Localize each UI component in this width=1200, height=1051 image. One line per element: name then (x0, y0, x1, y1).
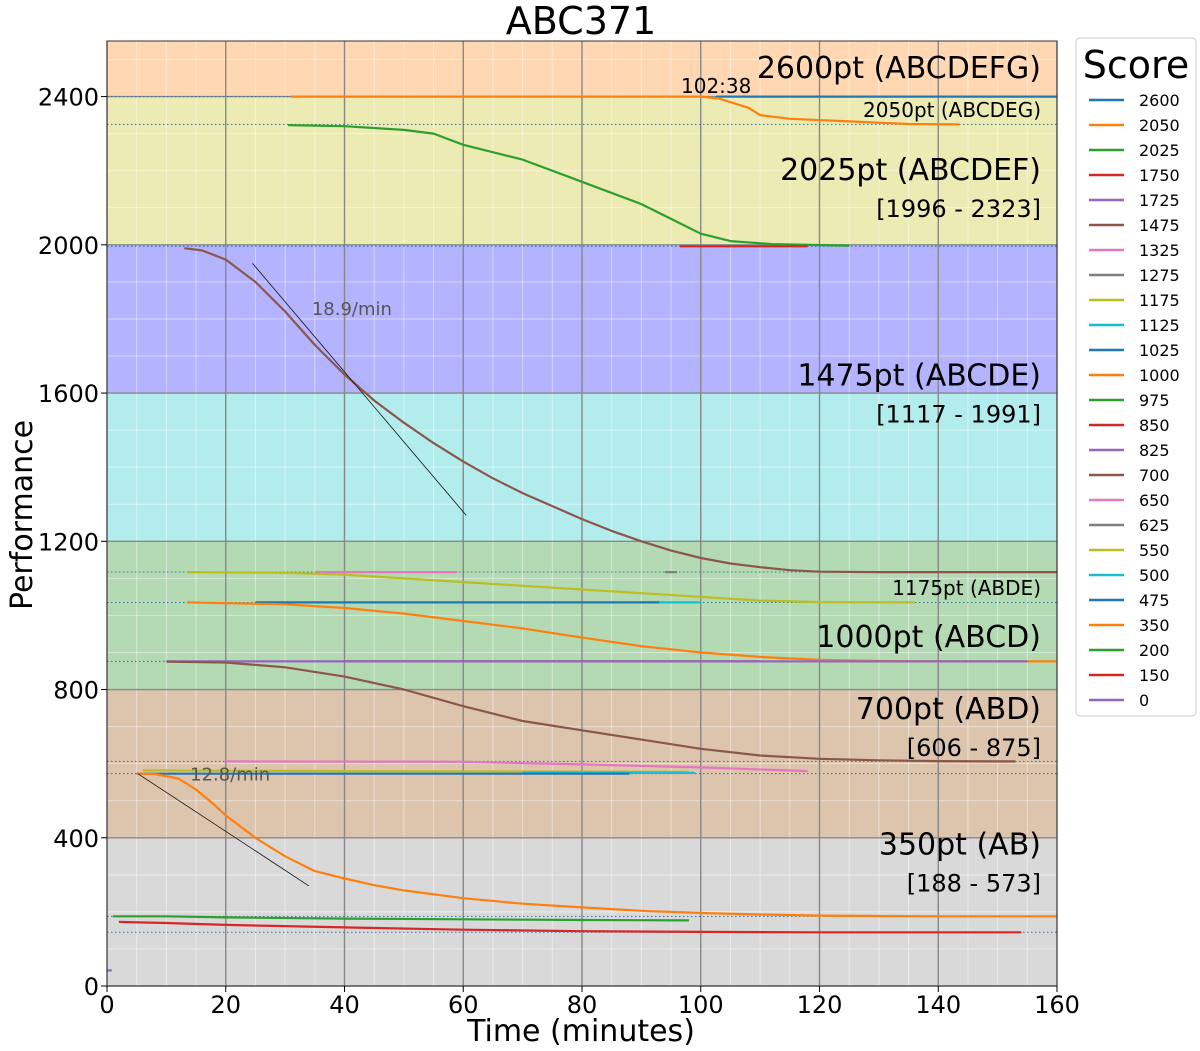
annotation-label: [606 - 875] (907, 734, 1041, 762)
x-tick-label: 160 (1034, 991, 1080, 1019)
annotation-label: [188 - 573] (907, 870, 1041, 898)
legend-label-150: 150 (1139, 666, 1170, 685)
annotation-label: 700pt (ABD) (856, 692, 1041, 727)
legend-label-650: 650 (1139, 491, 1170, 510)
annotation-label: 2025pt (ABCDEF) (780, 153, 1041, 188)
legend-label-850: 850 (1139, 416, 1170, 435)
y-tick-label: 2400 (38, 84, 99, 112)
x-tick-label: 0 (99, 991, 114, 1019)
legend-label-2025: 2025 (1139, 141, 1180, 160)
series-line-350 (136, 772, 1057, 918)
legend-label-550: 550 (1139, 541, 1170, 560)
slope-lines: 18.9/min 12.8/min (137, 263, 467, 887)
legend: Score 2600 2050 2025 1750 1725 1475 1325 1275 11… (1075, 37, 1197, 717)
legend-label-0: 0 (1139, 691, 1149, 710)
y-tick-label: 800 (53, 677, 99, 705)
y-tick-label: 1200 (38, 528, 99, 556)
legend-title: Score (1083, 43, 1189, 87)
series-line-1175 (187, 571, 915, 604)
legend-label-475: 475 (1139, 591, 1170, 610)
chart-title: ABC371 (506, 0, 656, 43)
x-axis-ticks: 0 20 40 60 80 100 120 140 160 (99, 986, 1080, 1019)
legend-label-1175: 1175 (1139, 291, 1180, 310)
legend-label-1325: 1325 (1139, 241, 1180, 260)
annotation-label: 2600pt (ABCDEFG) (757, 51, 1041, 86)
legend-label-1025: 1025 (1139, 341, 1180, 360)
y-tick-label: 2000 (38, 232, 99, 260)
series-line-2025 (288, 124, 850, 247)
slope-line (137, 773, 310, 887)
x-tick-label: 120 (797, 991, 843, 1019)
x-tick-label: 100 (678, 991, 724, 1019)
x-axis-label: Time (minutes) (466, 1014, 695, 1049)
grid (106, 41, 1058, 987)
series-line-650 (225, 760, 808, 773)
y-axis-ticks: 0 400 800 1200 1600 2000 2400 (38, 84, 107, 1001)
legend-label-1750: 1750 (1139, 166, 1180, 185)
series-line-1475 (184, 247, 1057, 574)
annotation-label: [1996 - 2323] (876, 195, 1041, 223)
annotation-label: 102:38 (681, 74, 751, 98)
legend-label-975: 975 (1139, 391, 1170, 410)
annotations: 2600pt (ABCDEFG)102:38 2050pt (ABCDEG) 202… (681, 51, 1041, 897)
x-tick-label: 20 (210, 991, 241, 1019)
legend-items: 2600 2050 2025 1750 1725 1475 1325 1275 1175 1125… (1089, 91, 1180, 710)
series-lines (107, 95, 1057, 972)
annotation-label: 1475pt (ABCDE) (797, 359, 1041, 394)
annotation-label: 1175pt (ABDE) (892, 576, 1041, 600)
slope-label: 12.8/min (190, 764, 270, 785)
y-tick-label: 0 (84, 973, 99, 1001)
legend-label-625: 625 (1139, 516, 1170, 535)
legend-label-1275: 1275 (1139, 266, 1180, 285)
x-tick-label: 40 (329, 991, 360, 1019)
legend-label-500: 500 (1139, 566, 1170, 585)
legend-label-1125: 1125 (1139, 316, 1180, 335)
legend-label-1000: 1000 (1139, 366, 1180, 385)
legend-label-2600: 2600 (1139, 91, 1180, 110)
legend-label-825: 825 (1139, 441, 1170, 460)
x-tick-label: 60 (448, 991, 479, 1019)
annotation-label: [1117 - 1991] (876, 401, 1041, 429)
legend-label-700: 700 (1139, 466, 1170, 485)
slope-line (252, 263, 467, 516)
legend-label-2050: 2050 (1139, 116, 1180, 135)
annotation-label: 1000pt (ABCD) (816, 620, 1041, 655)
y-tick-label: 400 (53, 825, 99, 853)
legend-label-1725: 1725 (1139, 191, 1180, 210)
legend-box (1075, 37, 1197, 717)
series-line-700 (166, 660, 1016, 763)
legend-label-350: 350 (1139, 616, 1170, 635)
annotation-label: 2050pt (ABCDEG) (863, 98, 1041, 122)
series-line-2050 (291, 95, 960, 126)
slope-label: 18.9/min (312, 299, 392, 320)
legend-label-200: 200 (1139, 641, 1170, 660)
annotation-label: 350pt (AB) (879, 827, 1041, 862)
y-tick-label: 1600 (38, 380, 99, 408)
legend-label-1475: 1475 (1139, 216, 1180, 235)
y-axis-label: Performance (5, 420, 40, 610)
series-line-150 (118, 920, 1022, 934)
x-tick-label: 140 (915, 991, 961, 1019)
series-line-200 (112, 915, 689, 922)
x-tick-label: 80 (567, 991, 598, 1019)
